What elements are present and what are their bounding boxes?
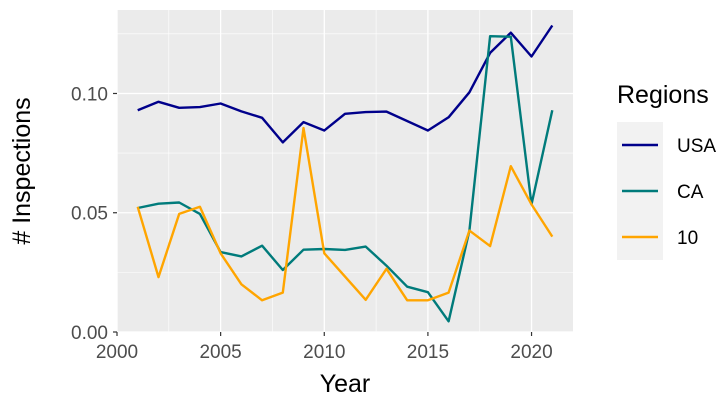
y-tick-label: 0.00 [71,323,108,344]
series-layer [136,24,554,323]
axis-ticks [113,92,533,336]
grid-minor [117,10,573,332]
legend-title: Regions [617,81,709,109]
y-tick-labels: 0.00 0.05 0.10 [71,84,108,344]
y-axis-title: # Inspections [8,97,36,244]
grid-major [116,10,573,333]
plot-panel [117,10,573,332]
x-tick-label: 2015 [407,342,449,363]
x-tick-labels: 2000 2005 2010 2015 2020 [96,342,553,363]
legend-label: USA [677,136,716,157]
x-tick-label: 2000 [96,342,138,363]
x-axis-title: Year [320,370,371,397]
x-tick-label: 2010 [303,342,345,363]
series-line-2 [136,126,554,302]
legend: Regions USA CA 10 [617,81,716,260]
x-tick-label: 2005 [199,342,241,363]
y-tick-label: 0.10 [71,84,108,105]
legend-label: CA [677,182,704,203]
series-line-1 [137,35,554,323]
x-tick-label: 2020 [510,342,552,363]
legend-items: USA CA 10 [617,122,716,260]
legend-label: 10 [677,228,698,249]
y-tick-label: 0.05 [71,204,108,225]
